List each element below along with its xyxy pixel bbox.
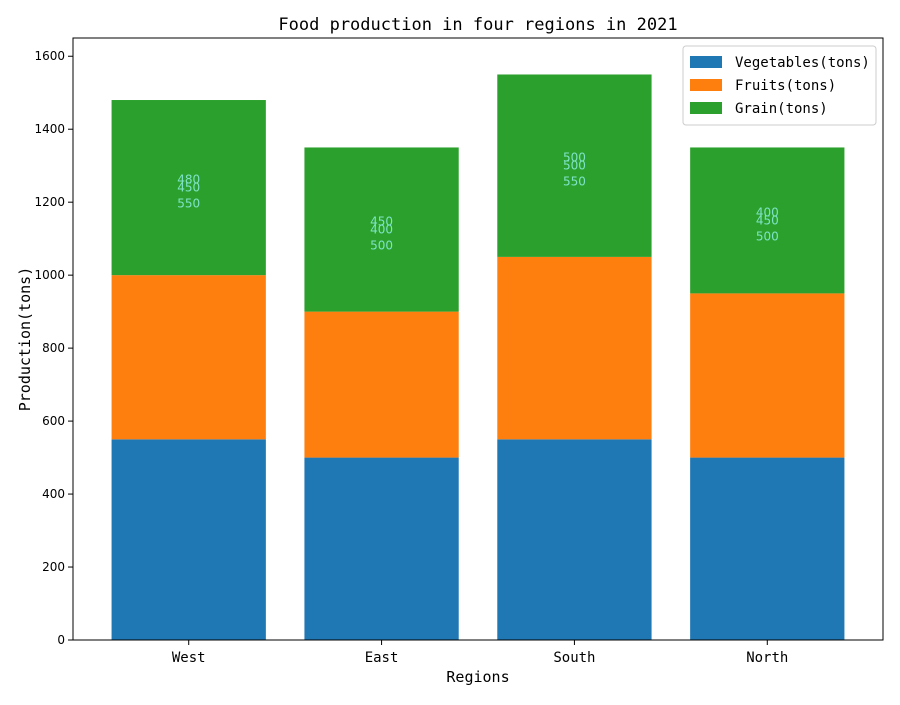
legend-swatch-2 [690, 102, 722, 114]
bars-layer [111, 74, 845, 640]
legend-box [682, 45, 877, 126]
data-label-north-series-1: 450 [756, 213, 779, 227]
y-tick-label-1600: 1600 [34, 49, 65, 63]
bar-north-series-2 [690, 147, 845, 294]
data-label-west-series-2: 480 [177, 173, 200, 187]
bar-west-series-1 [111, 275, 266, 440]
bar-west-series-2 [111, 100, 266, 276]
y-tick-label-0: 0 [57, 633, 65, 647]
x-tick-label-south: South [553, 650, 595, 666]
y-tick-label-600: 600 [42, 414, 65, 428]
data-label-east-series-2: 450 [370, 215, 393, 229]
bar-east-series-1 [304, 311, 459, 458]
legend-label-1: Fruits(tons) [735, 78, 836, 94]
data-label-south-series-0: 550 [563, 175, 586, 189]
plot-frame [72, 37, 884, 641]
bar-south-series-0 [497, 439, 652, 640]
y-tick-label-1000: 1000 [34, 268, 65, 282]
data-label-west-series-1: 450 [177, 181, 200, 195]
legend-label-2: Grain(tons) [735, 101, 828, 117]
x-tick-label-west: West [172, 650, 206, 666]
data-label-north-series-0: 500 [756, 229, 779, 243]
x-tick-label-east: East [365, 650, 399, 666]
data-label-north-series-2: 400 [756, 205, 779, 219]
bar-south-series-1 [497, 256, 652, 440]
data-label-south-series-2: 500 [563, 151, 586, 165]
y-tick-label-1200: 1200 [34, 195, 65, 209]
legend-swatch-0 [690, 56, 722, 68]
y-axis: 0 200 400 600 800 1000 1200 1400 1600 [34, 49, 73, 647]
data-label-west-series-0: 550 [177, 197, 200, 211]
bar-west-series-0 [111, 439, 266, 640]
bar-north-series-0 [690, 457, 845, 640]
y-tick-label-800: 800 [42, 341, 65, 355]
legend-swatch-1 [690, 79, 722, 91]
chart-title: Food production in four regions in 2021 [278, 15, 677, 35]
legend-label-0: Vegetables(tons) [735, 55, 870, 71]
legend: Vegetables(tons) Fruits(tons) Grain(tons) [682, 45, 877, 126]
y-tick-label-200: 200 [42, 560, 65, 574]
x-axis: West East South North [172, 640, 788, 666]
bar-north-series-1 [690, 293, 845, 458]
data-label-south-series-1: 500 [563, 159, 586, 173]
bar-east-series-0 [304, 457, 459, 640]
y-tick-label-400: 400 [42, 487, 65, 501]
data-label-east-series-1: 400 [370, 223, 393, 237]
y-tick-label-1400: 1400 [34, 122, 65, 136]
x-axis-label: Regions [446, 668, 509, 686]
y-axis-label: Production(tons) [16, 267, 34, 412]
bar-east-series-2 [304, 147, 459, 312]
x-tick-label-north: North [746, 650, 788, 666]
bar-south-series-2 [497, 74, 652, 257]
data-label-east-series-0: 500 [370, 239, 393, 253]
